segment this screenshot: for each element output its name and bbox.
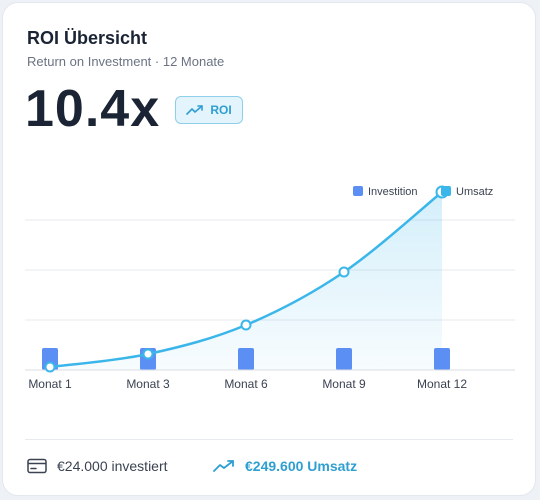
revenue-summary: €249.600 Umsatz [213, 458, 357, 474]
wallet-icon [27, 458, 47, 474]
investition-bar [336, 348, 352, 370]
card-title: ROI Übersicht [27, 28, 148, 48]
x-tick-label: Monat 12 [417, 377, 467, 391]
roi-card: ROI Übersicht Return on Investment · 12 … [2, 2, 536, 496]
x-tick-label: Monat 3 [126, 377, 170, 391]
investition-bar [238, 348, 254, 370]
umsatz-point [44, 361, 56, 373]
legend-swatch [441, 186, 451, 196]
invested-summary: €24.000 investiert [27, 458, 168, 474]
umsatz-point [338, 266, 350, 278]
trending-up-icon [186, 105, 204, 115]
umsatz-point [240, 319, 252, 331]
trending-up-icon [213, 460, 234, 472]
roi-badge: ROI [175, 96, 243, 124]
legend-label: Investition [368, 186, 418, 198]
x-tick-label: Monat 6 [224, 377, 268, 391]
roi-chart: Monat 1 Monat 3 Monat 6 Monat 9 Monat 12 Inve… [25, 185, 515, 391]
x-tick-label: Monat 1 [28, 377, 72, 391]
roi-value: 10.4x [25, 80, 161, 138]
invested-text: €24.000 investiert [57, 458, 168, 474]
divider [25, 439, 513, 440]
revenue-text: €249.600 Umsatz [245, 458, 358, 474]
card-subtitle: Return on Investment · 12 Monate [27, 54, 225, 69]
badge-label: ROI [210, 103, 232, 117]
x-tick-label: Monat 9 [322, 377, 366, 391]
investition-bar [434, 348, 450, 370]
umsatz-area [50, 192, 442, 370]
umsatz-point [142, 348, 154, 360]
legend-label: Umsatz [456, 186, 493, 198]
legend-swatch [353, 186, 363, 196]
